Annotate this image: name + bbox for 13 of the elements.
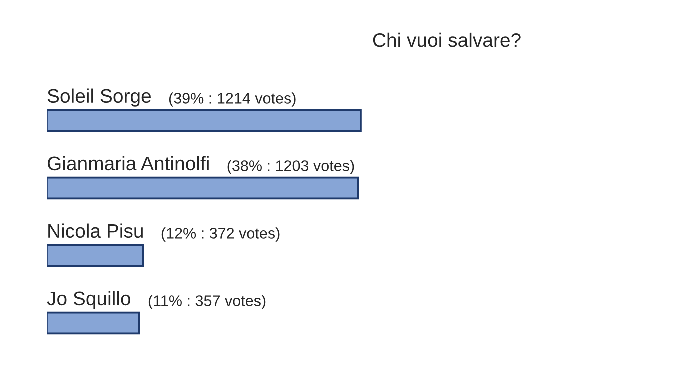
bar xyxy=(47,244,144,268)
y-tick-label: Soleil Sorge xyxy=(48,88,151,107)
bar xyxy=(47,176,360,200)
data-label: (38% : 1203 votes) xyxy=(228,160,354,174)
text: Chi vuoi salvare? xyxy=(373,32,521,48)
bar xyxy=(47,109,362,132)
bar xyxy=(47,312,140,335)
y-tick-label: Gianmaria Antinolfi xyxy=(48,156,209,171)
data-label: (11% : 357 votes) xyxy=(148,295,266,310)
y-tick-label: Jo Squillo xyxy=(47,291,130,310)
data-label: (39% : 1214 votes) xyxy=(169,92,296,107)
data-label: (12% : 372 votes) xyxy=(162,228,280,242)
y-tick-label: Nicola Pisu xyxy=(48,224,143,238)
